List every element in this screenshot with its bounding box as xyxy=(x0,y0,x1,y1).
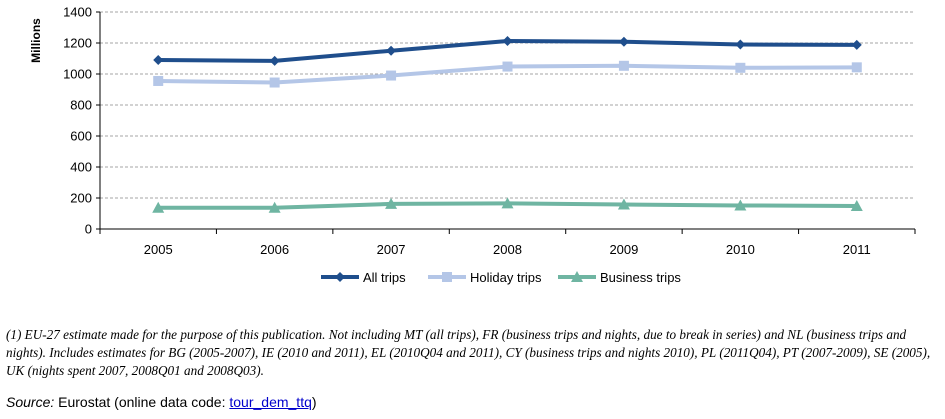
data-point xyxy=(851,62,862,73)
y-tick-label: 400 xyxy=(70,160,92,175)
legend-label: All trips xyxy=(363,270,406,285)
legend-label: Business trips xyxy=(600,270,681,285)
y-tick-label: 1000 xyxy=(63,67,92,82)
x-tick-label: 2010 xyxy=(726,242,755,257)
x-tick-label: 2006 xyxy=(260,242,289,257)
data-point xyxy=(268,201,281,213)
data-point xyxy=(618,36,629,47)
data-point xyxy=(502,61,513,72)
data-point xyxy=(153,55,164,66)
y-axis-ticks: 0 200 400 600 800 1000 1200 1400 xyxy=(63,5,92,237)
x-tick-label: 2007 xyxy=(377,242,406,257)
x-tick-label: 2008 xyxy=(493,242,522,257)
legend-marker xyxy=(335,272,345,282)
data-code-link[interactable]: tour_dem_ttq xyxy=(229,394,312,410)
x-axis-ticks: 2005 2006 2007 2008 2009 2010 2011 xyxy=(144,242,871,257)
legend-label: Holiday trips xyxy=(470,270,542,285)
footnote: (1) EU-27 estimate made for the purpose … xyxy=(6,327,931,378)
source-label: Source: xyxy=(6,394,55,410)
x-tick-label: 2005 xyxy=(144,242,173,257)
y-tick-label: 200 xyxy=(70,191,92,206)
source-close: ) xyxy=(311,394,317,410)
axes xyxy=(96,11,916,234)
y-tick-label: 1400 xyxy=(63,5,92,20)
data-point xyxy=(851,39,862,50)
x-tick-label: 2011 xyxy=(843,242,871,257)
data-point xyxy=(386,70,397,81)
series-layer xyxy=(152,35,863,213)
data-point xyxy=(618,60,629,71)
data-point xyxy=(502,35,513,46)
y-tick-label: 600 xyxy=(70,129,92,144)
data-point xyxy=(734,199,747,211)
legend-marker xyxy=(571,271,583,282)
data-point xyxy=(850,200,863,212)
data-point xyxy=(269,55,280,66)
series-3 xyxy=(152,197,863,213)
series-2 xyxy=(153,60,862,88)
data-point xyxy=(269,77,280,88)
y-tick-label: 800 xyxy=(70,98,92,113)
legend: All trips Holiday trips Business trips xyxy=(321,270,681,285)
source-text: Eurostat (online data code: xyxy=(58,394,230,410)
y-tick-label: 1200 xyxy=(63,36,92,51)
legend-marker xyxy=(442,272,452,282)
data-point xyxy=(501,197,514,209)
data-point xyxy=(386,45,397,56)
data-point xyxy=(385,197,398,209)
series-1 xyxy=(153,35,862,66)
data-point xyxy=(735,39,746,50)
data-point xyxy=(153,75,164,86)
y-axis-label: Millions xyxy=(29,18,43,63)
y-tick-label: 0 xyxy=(85,222,92,237)
data-point xyxy=(735,62,746,73)
x-tick-label: 2009 xyxy=(609,242,638,257)
data-point xyxy=(617,198,630,210)
source-line: Source: Eurostat (online data code: tour… xyxy=(6,394,317,410)
data-point xyxy=(152,201,165,213)
